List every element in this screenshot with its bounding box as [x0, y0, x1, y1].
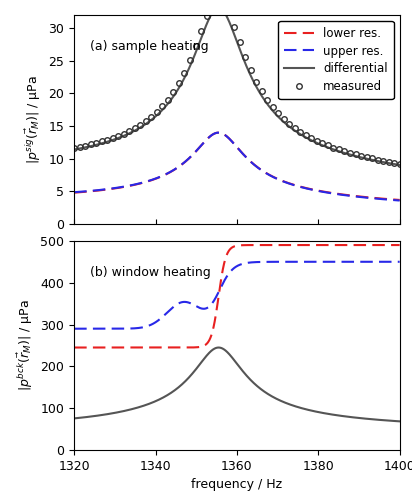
- X-axis label: frequency / Hz: frequency / Hz: [191, 478, 283, 492]
- Text: (b) window heating: (b) window heating: [90, 266, 211, 279]
- Legend: lower res., upper res., differential, measured: lower res., upper res., differential, me…: [279, 21, 394, 99]
- Text: (a) sample heating: (a) sample heating: [90, 40, 209, 53]
- Y-axis label: $|p^{sig}(\vec{r}_M)|$ / μPa: $|p^{sig}(\vec{r}_M)|$ / μPa: [24, 75, 43, 164]
- Y-axis label: $|p^{bck}(\vec{r}_M)|$ / μPa: $|p^{bck}(\vec{r}_M)|$ / μPa: [16, 300, 35, 392]
